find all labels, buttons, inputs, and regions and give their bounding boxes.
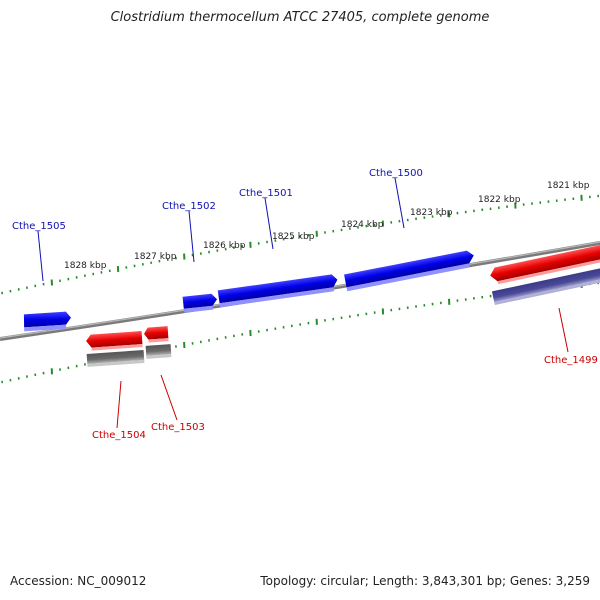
leader-cthe-1503 <box>160 374 178 421</box>
gene-cthe-1499[interactable] <box>489 244 600 286</box>
gene-label-cthe-1505[interactable]: Cthe_1505 <box>12 221 66 232</box>
gene-cthe-1503[interactable] <box>144 326 169 343</box>
tick-label-1824: 1824 kbp <box>341 220 384 230</box>
leader-cthe-1504 <box>116 380 122 429</box>
gene-label-cthe-1503[interactable]: Cthe_1503 <box>151 422 205 433</box>
feature-track <box>86 268 600 367</box>
gene-label-cthe-1500[interactable]: Cthe_1500 <box>369 168 423 179</box>
tick-label-1823: 1823 kbp <box>410 208 453 218</box>
gene-label-cthe-1501[interactable]: Cthe_1501 <box>239 188 293 199</box>
gene-labels: Cthe_1505 Cthe_1502 Cthe_1501 Cthe_1500 … <box>12 168 598 441</box>
tick-row-upper <box>1 194 600 295</box>
feature-grey-1[interactable] <box>86 349 145 367</box>
leader-cthe-1502 <box>188 210 195 263</box>
tick-label-1827: 1827 kbp <box>134 252 177 262</box>
gene-cthe-1500[interactable] <box>344 250 476 292</box>
leader-cthe-1505 <box>37 230 44 282</box>
genome-summary: Topology: circular; Length: 3,843,301 bp… <box>260 574 590 588</box>
gene-label-cthe-1502[interactable]: Cthe_1502 <box>162 201 216 212</box>
tick-label-1826: 1826 kbp <box>203 241 246 251</box>
feature-grey-2[interactable] <box>145 344 172 359</box>
gene-cthe-1501[interactable] <box>217 274 339 308</box>
tick-label-1822: 1822 kbp <box>478 195 521 205</box>
leader-cthe-1501 <box>264 197 274 250</box>
gene-label-cthe-1499[interactable]: Cthe_1499 <box>544 355 598 366</box>
leader-cthe-1499 <box>558 307 569 353</box>
tick-label-1821: 1821 kbp <box>547 181 590 191</box>
tick-labels: 1828 kbp 1827 kbp 1826 kbp 1825 kbp 1824… <box>64 181 590 271</box>
tick-label-1825: 1825 kbp <box>272 232 315 242</box>
label-leaders <box>37 177 569 429</box>
reverse-genes <box>86 244 600 351</box>
gene-cthe-1505[interactable] <box>23 311 71 332</box>
feature-purple[interactable] <box>491 268 600 306</box>
gene-label-cthe-1504[interactable]: Cthe_1504 <box>92 430 146 441</box>
gene-cthe-1504[interactable] <box>86 331 143 351</box>
genome-title: Clostridium thermocellum ATCC 27405, com… <box>110 10 490 25</box>
tick-label-1828: 1828 kbp <box>64 261 107 271</box>
leader-cthe-1500 <box>394 177 405 229</box>
gene-cthe-1502[interactable] <box>182 293 218 313</box>
accession-info: Accession: NC_009012 <box>10 574 147 588</box>
forward-genes <box>23 250 476 332</box>
